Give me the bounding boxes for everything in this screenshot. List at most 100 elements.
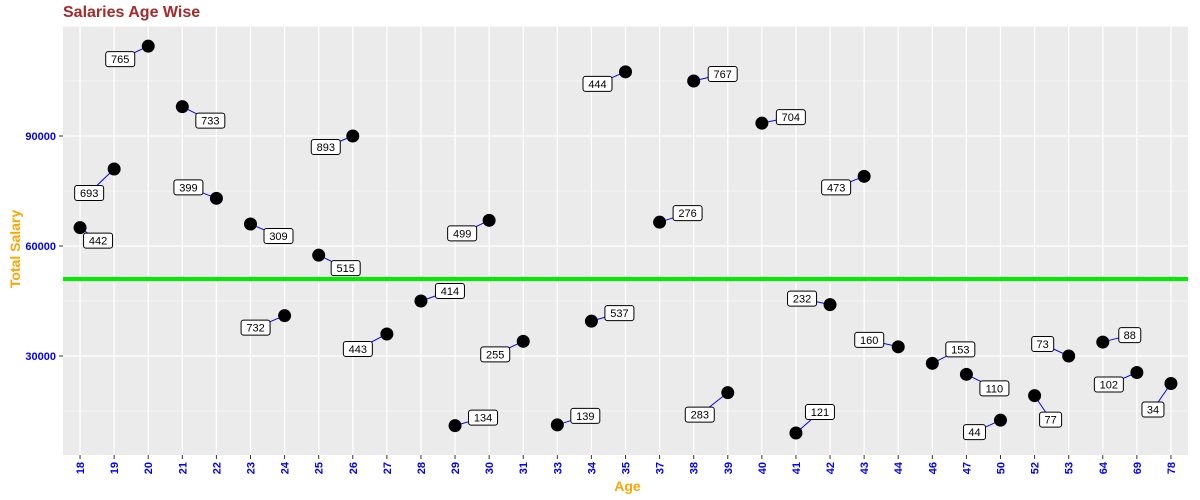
point-label-box: [604, 305, 635, 322]
x-tick-label: 20: [143, 462, 155, 474]
data-point: [141, 39, 155, 53]
x-tick-label: 28: [416, 462, 428, 474]
x-tick-label: 18: [75, 462, 87, 474]
x-tick-label: 53: [1064, 462, 1076, 474]
data-point: [891, 340, 905, 354]
data-point: [653, 215, 667, 229]
x-tick-label: 21: [177, 462, 189, 474]
data-point: [482, 213, 496, 227]
x-tick-label: 69: [1132, 462, 1144, 474]
x-tick-label: 46: [927, 462, 939, 474]
point-label-box: [707, 66, 738, 82]
point-label-box: [447, 225, 478, 242]
x-tick-label: 25: [314, 462, 326, 474]
data-point: [755, 116, 769, 130]
x-tick-label: 40: [757, 462, 769, 474]
x-axis-label: Age: [614, 478, 641, 494]
data-point: [1096, 335, 1110, 349]
data-point: [550, 418, 564, 432]
data-point: [312, 248, 326, 262]
point-label-box: [1141, 401, 1165, 418]
point-label-box: [963, 424, 986, 441]
point-label: 693: [80, 188, 98, 200]
point-label: 44: [968, 427, 980, 439]
point-label-box: [582, 75, 613, 92]
x-tick-label: 23: [246, 462, 258, 474]
point-label: 473: [827, 182, 845, 194]
point-label: 733: [201, 116, 219, 128]
point-label: 499: [453, 228, 471, 240]
x-tick-label: 35: [621, 462, 633, 474]
point-label-box: [173, 179, 204, 196]
point-label: 442: [89, 236, 107, 248]
point-label: 767: [714, 69, 732, 81]
point-label: 73: [1037, 339, 1049, 351]
point-label-box: [1093, 376, 1124, 393]
point-label-box: [1031, 336, 1055, 352]
data-point: [244, 217, 257, 231]
point-label: 110: [986, 383, 1004, 395]
point-label-box: [195, 112, 226, 129]
data-point: [1028, 389, 1042, 403]
point-label-box: [240, 319, 271, 336]
point-label-box: [570, 407, 601, 424]
x-tick-label: 50: [996, 462, 1008, 474]
point-label-box: [821, 179, 852, 196]
point-label: 537: [610, 308, 628, 320]
x-tick-label: 33: [552, 462, 564, 474]
x-tick-label: 39: [723, 462, 735, 474]
point-label: 255: [486, 349, 504, 361]
y-tick-label: 60000: [25, 241, 56, 253]
point-label: 160: [860, 335, 878, 347]
point-label: 765: [111, 54, 129, 66]
point-label-box: [105, 51, 136, 68]
x-tick-label: 52: [1030, 462, 1042, 474]
point-label: 121: [811, 407, 829, 419]
point-label-box: [854, 331, 885, 348]
data-point: [175, 100, 189, 114]
x-tick-label: 24: [280, 461, 292, 474]
x-tick-label: 42: [825, 462, 837, 474]
point-label-box: [804, 404, 835, 420]
x-tick-label: 43: [859, 462, 871, 474]
point-label: 283: [691, 410, 709, 422]
point-label-box: [1118, 327, 1142, 344]
point-label-box: [330, 260, 361, 277]
x-tick-label: 78: [1166, 462, 1178, 474]
x-tick-label: 41: [791, 462, 803, 474]
chart-title: Salaries Age Wise: [63, 4, 201, 21]
point-label: 399: [179, 182, 197, 194]
x-tick-label: 38: [689, 462, 701, 474]
point-label-box: [480, 346, 511, 363]
data-point: [1130, 366, 1144, 379]
point-label-box: [74, 185, 105, 201]
point-label: 276: [678, 208, 696, 220]
x-tick-label: 26: [348, 462, 360, 474]
data-point: [209, 191, 223, 205]
point-label: 515: [337, 263, 355, 275]
point-label-box: [684, 406, 715, 423]
point-label: 893: [317, 142, 335, 154]
point-label: 153: [951, 344, 969, 356]
data-point: [448, 419, 462, 433]
point-label-box: [775, 109, 806, 126]
point-label-box: [945, 341, 976, 358]
data-point: [584, 314, 598, 328]
point-label: 139: [576, 411, 594, 423]
point-label: 704: [782, 112, 800, 124]
data-point: [1062, 349, 1076, 363]
point-label-box: [1039, 411, 1063, 428]
point-label: 77: [1044, 415, 1056, 427]
data-point: [107, 162, 121, 176]
y-tick-label: 90000: [25, 131, 56, 143]
data-point: [789, 426, 803, 440]
point-label-box: [468, 409, 499, 426]
data-point: [1164, 377, 1178, 390]
point-label-box: [342, 341, 373, 357]
x-tick-label: 44: [893, 461, 905, 474]
point-label-box: [787, 290, 818, 307]
x-tick-label: 31: [518, 462, 530, 474]
point-label: 88: [1124, 330, 1136, 342]
data-point: [823, 298, 837, 312]
